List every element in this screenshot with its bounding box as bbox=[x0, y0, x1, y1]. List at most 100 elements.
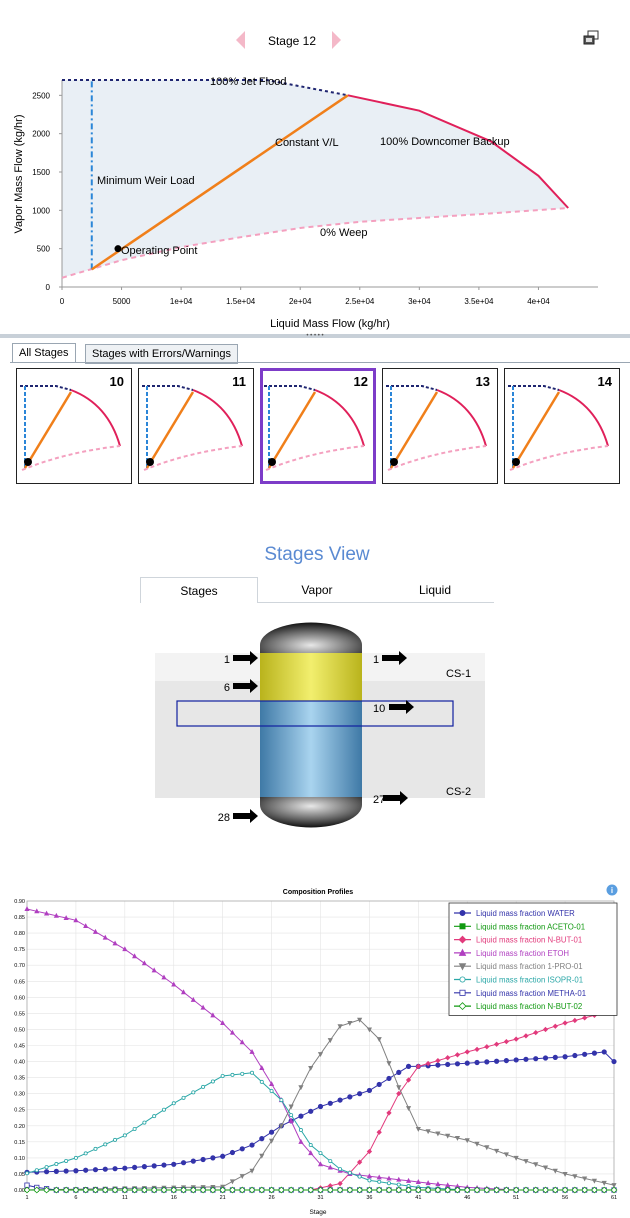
splitter[interactable] bbox=[0, 334, 630, 338]
y-tick-label: 2000 bbox=[32, 130, 50, 139]
stage-thumbnail-10[interactable]: 10 bbox=[16, 368, 132, 484]
tab-stages-errors[interactable]: Stages with Errors/Warnings bbox=[85, 344, 238, 364]
series-marker bbox=[424, 1186, 432, 1194]
info-icon[interactable]: i bbox=[606, 884, 618, 896]
stage-thumbnail-13[interactable]: 13 bbox=[382, 368, 498, 484]
x-tick-label: 21 bbox=[220, 1195, 226, 1201]
y-tick-label: 0.35 bbox=[14, 1076, 25, 1082]
series-marker bbox=[24, 1171, 29, 1176]
tab-all-stages[interactable]: All Stages bbox=[12, 343, 76, 363]
selected-stage-box[interactable] bbox=[176, 700, 454, 727]
series-marker bbox=[484, 1145, 490, 1151]
series-marker bbox=[288, 1104, 294, 1110]
series-marker bbox=[258, 1186, 266, 1194]
thumb-operating-point bbox=[512, 458, 520, 466]
tab-stages[interactable]: Stages bbox=[140, 577, 258, 603]
chevron-right-icon[interactable] bbox=[330, 30, 342, 50]
series-marker bbox=[464, 1049, 470, 1055]
x-tick-label: 31 bbox=[317, 1195, 323, 1201]
series-marker bbox=[269, 1138, 275, 1144]
series-marker bbox=[92, 928, 99, 934]
stage-label: Stage 12 bbox=[267, 34, 317, 48]
series-marker bbox=[239, 1039, 245, 1045]
series-marker bbox=[458, 948, 467, 956]
stage-thumbnail-11[interactable]: 11 bbox=[138, 368, 254, 484]
series-marker bbox=[493, 1186, 501, 1194]
tab-vapor[interactable]: Vapor bbox=[301, 583, 333, 597]
series-marker bbox=[464, 1138, 470, 1144]
series-marker bbox=[122, 946, 128, 952]
series-marker bbox=[171, 1101, 176, 1106]
series-marker bbox=[327, 1038, 333, 1044]
series-marker bbox=[454, 1186, 461, 1194]
series-marker bbox=[502, 1186, 510, 1194]
y-tick-label: 0.25 bbox=[14, 1108, 25, 1114]
series-marker bbox=[327, 1100, 333, 1106]
series-marker bbox=[601, 1049, 607, 1055]
series-marker bbox=[201, 1084, 206, 1089]
series-marker bbox=[415, 1063, 421, 1070]
series-marker bbox=[376, 1081, 382, 1088]
downcomer-line bbox=[347, 94, 569, 209]
series-marker bbox=[512, 1186, 520, 1194]
x-tick-label: 1.5e+04 bbox=[226, 297, 256, 306]
series-marker bbox=[73, 917, 79, 923]
series-marker bbox=[395, 1186, 403, 1194]
series-marker bbox=[112, 940, 118, 946]
stage-thumbnail-12[interactable]: 12 bbox=[260, 368, 376, 484]
series-marker bbox=[298, 1138, 304, 1144]
series-marker bbox=[297, 1186, 305, 1194]
stage-thumbnail-14[interactable]: 14 bbox=[504, 368, 620, 484]
y-tick-label: 0.15 bbox=[14, 1140, 25, 1146]
composition-legend bbox=[448, 902, 618, 1016]
series-marker bbox=[161, 974, 167, 980]
draw-arrow-10 bbox=[389, 700, 414, 714]
thumb-jet-flood bbox=[508, 385, 560, 391]
series-marker bbox=[44, 1165, 49, 1170]
legend-label: Liquid mass fraction ETOH bbox=[476, 949, 569, 958]
series-marker bbox=[180, 1160, 187, 1166]
chevron-left-icon[interactable] bbox=[235, 30, 247, 50]
series-marker bbox=[386, 1181, 391, 1186]
series-marker bbox=[503, 1057, 509, 1064]
series-marker bbox=[317, 1186, 324, 1194]
series-marker bbox=[454, 1052, 461, 1058]
series-marker bbox=[82, 1186, 90, 1194]
tab-liquid[interactable]: Liquid bbox=[418, 583, 452, 597]
series-marker bbox=[277, 1186, 285, 1194]
series-marker bbox=[405, 1186, 412, 1194]
series-marker bbox=[405, 1063, 412, 1069]
y-axis-label: Vapor Mass Flow (kg/hr) bbox=[13, 115, 25, 234]
series-marker bbox=[513, 1057, 519, 1063]
series-marker bbox=[562, 1054, 568, 1060]
series-marker bbox=[200, 1156, 206, 1163]
thumb-stage-number: 11 bbox=[232, 374, 246, 389]
series-marker bbox=[54, 1162, 59, 1167]
legend-label: Liquid mass fraction N-BUT-01 bbox=[476, 936, 582, 945]
series-marker bbox=[152, 1114, 157, 1119]
series-marker bbox=[582, 1015, 588, 1021]
stages-view-title: Stages View bbox=[264, 544, 370, 565]
y-tick-label: 0.20 bbox=[14, 1124, 25, 1130]
series-marker bbox=[308, 1065, 314, 1071]
x-tick-label: 5000 bbox=[113, 297, 131, 306]
x-tick-label: 61 bbox=[611, 1195, 617, 1201]
y-tick-label: 500 bbox=[37, 245, 51, 254]
series-marker bbox=[141, 1164, 147, 1170]
thumb-constant-vl bbox=[511, 391, 561, 469]
series-marker bbox=[513, 1036, 519, 1042]
series-marker bbox=[503, 1039, 510, 1045]
legend-label: Liquid mass fraction ISOPR-01 bbox=[476, 976, 583, 985]
series-marker bbox=[484, 1059, 490, 1065]
series-marker bbox=[533, 1056, 539, 1062]
series-marker bbox=[23, 1186, 31, 1194]
series-marker bbox=[337, 1024, 343, 1030]
x-tick-label: 2e+04 bbox=[289, 297, 312, 306]
thumb-weep bbox=[265, 445, 365, 471]
export-icon[interactable] bbox=[583, 30, 599, 46]
series-marker bbox=[414, 1186, 422, 1194]
series-marker bbox=[308, 1143, 313, 1148]
series-marker bbox=[268, 1186, 276, 1194]
series-marker bbox=[43, 910, 50, 916]
series-marker bbox=[63, 1168, 69, 1174]
